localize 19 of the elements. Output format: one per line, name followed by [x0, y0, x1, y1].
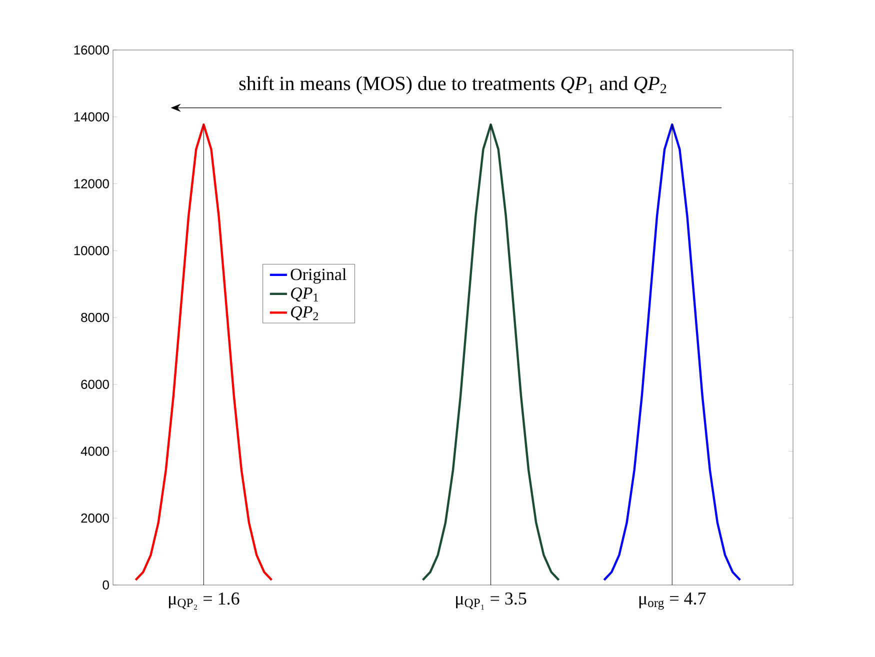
y-tick-label: 14000: [74, 112, 109, 122]
legend-label: QP$_{2}$: [291, 306, 318, 320]
y-tick-label: 8000: [81, 312, 109, 322]
y-tick-label: 0: [102, 580, 109, 590]
y-tick-label: 12000: [74, 179, 109, 188]
line-series: [134, 123, 273, 582]
legend-label: Original: [290, 268, 346, 284]
y-tick-label: 2000: [81, 514, 109, 523]
y-tick-label: 6000: [81, 380, 109, 389]
annotation: shift in means (MOS) due to treatments QP$_{1}$ and QP$_{2}$: [239, 76, 666, 94]
line-series: [603, 123, 742, 582]
y-tick-label: 10000: [74, 246, 109, 256]
y-tick-label: 16000: [74, 45, 109, 55]
x-tick-label: μ$_{org}$ = 4.7: [639, 592, 706, 610]
legend-label: QP$_{1}$: [291, 287, 318, 302]
y-tick-label: 4000: [80, 446, 109, 456]
x-tick-label: μ$_{QP₁}$ = 3.5: [456, 592, 526, 610]
line-series: [422, 123, 560, 582]
x-tick-label: μ$_{QP₂}$ = 1.6: [168, 592, 240, 610]
